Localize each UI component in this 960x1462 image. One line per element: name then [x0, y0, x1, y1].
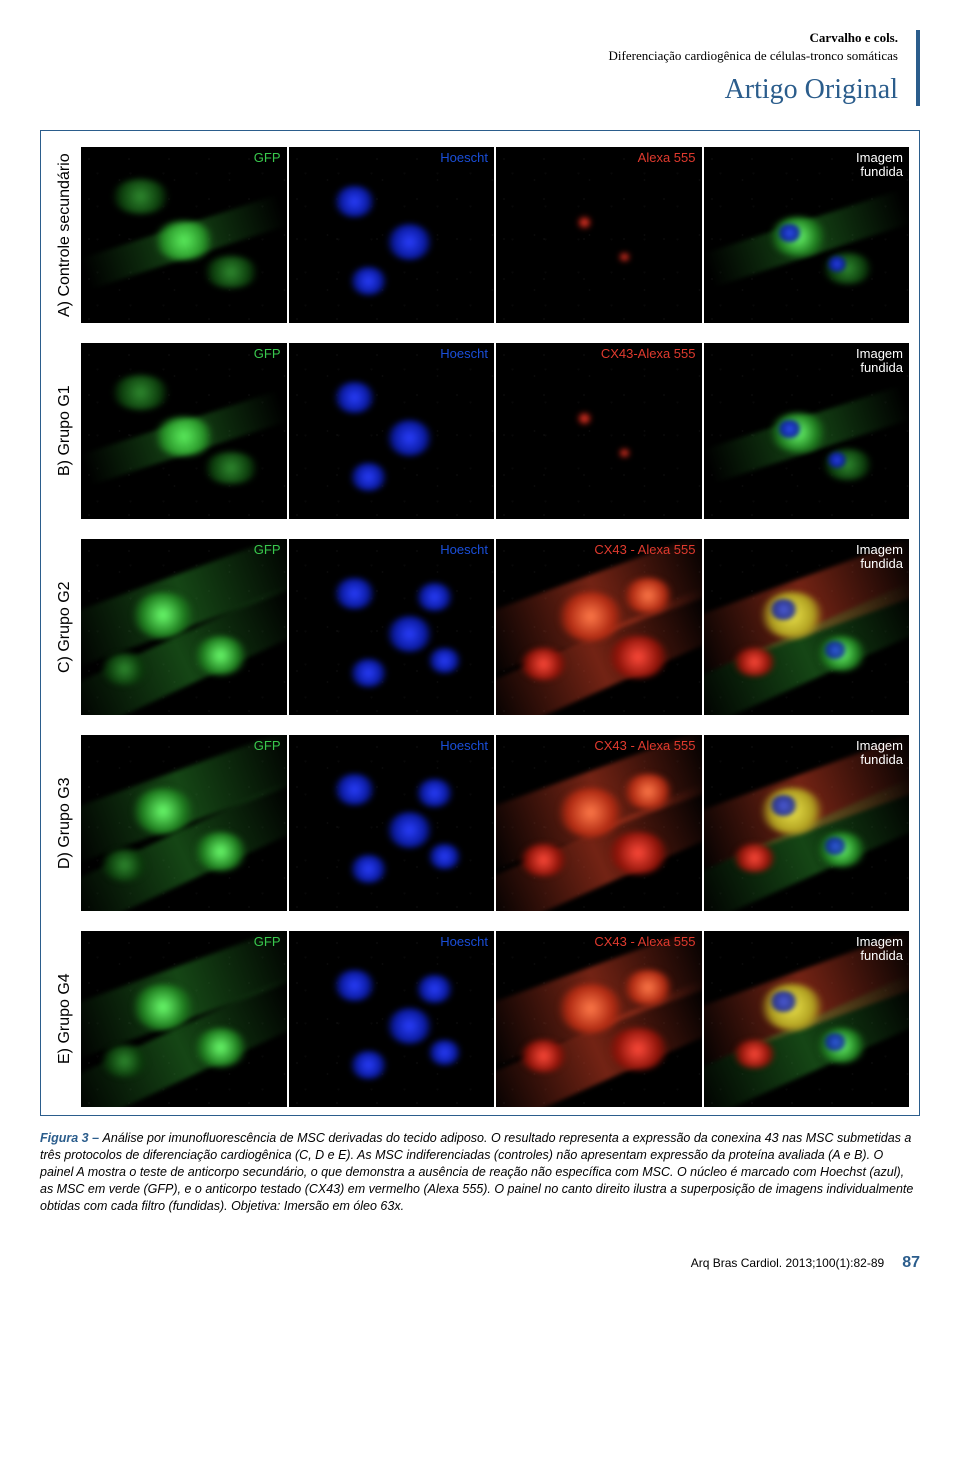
panel-channel-label: GFP [254, 543, 281, 557]
row-label: C) Grupo G2 [51, 539, 79, 715]
panel-channel-label: Imagem fundida [856, 935, 903, 964]
row-label: E) Grupo G4 [51, 931, 79, 1107]
panel-channel-label: Hoescht [440, 347, 488, 361]
row-label: D) Grupo G3 [51, 735, 79, 911]
microscopy-panel: CX43 - Alexa 555 [496, 931, 702, 1107]
article-header: Carvalho e cols. Diferenciação cardiogên… [40, 30, 920, 106]
panel-channel-label: Hoescht [440, 935, 488, 949]
header-authors: Carvalho e cols. [40, 30, 898, 46]
panel-channel-label: Alexa 555 [638, 151, 696, 165]
microscopy-panel: Hoescht [289, 931, 495, 1107]
caption-lead: Figura 3 – [40, 1131, 103, 1145]
panel-channel-label: CX43 - Alexa 555 [594, 739, 695, 753]
row-label: A) Controle secundário [51, 147, 79, 323]
panel-channel-label: Imagem fundida [856, 739, 903, 768]
microscopy-panel: GFP [81, 147, 287, 323]
figure-frame: A) Controle secundário GFP Hoescht Alexa 55… [40, 130, 920, 1116]
figure-row: A) Controle secundário GFP Hoescht Alexa 55… [51, 147, 909, 323]
panel-channel-label: CX43 - Alexa 555 [594, 543, 695, 557]
panel-channel-label: Hoescht [440, 739, 488, 753]
figure-row: C) Grupo G2 GFP Hoescht CX43 - Alexa 555 Ima… [51, 539, 909, 715]
panel-channel-label: GFP [254, 151, 281, 165]
microscopy-panel: Imagem fundida [704, 343, 910, 519]
figure-caption: Figura 3 – Análise por imunofluorescênci… [40, 1130, 920, 1214]
microscopy-panel: Imagem fundida [704, 539, 910, 715]
microscopy-panel: GFP [81, 539, 287, 715]
panel-channel-label: Hoescht [440, 151, 488, 165]
page-footer: Arq Bras Cardiol. 2013;100(1):82-89 87 [40, 1254, 920, 1272]
figure-grid: A) Controle secundário GFP Hoescht Alexa 55… [51, 147, 909, 1107]
panel-channel-label: CX43-Alexa 555 [601, 347, 696, 361]
panel-channel-label: Hoescht [440, 543, 488, 557]
microscopy-panel: CX43 - Alexa 555 [496, 735, 702, 911]
panel-channel-label: Imagem fundida [856, 543, 903, 572]
microscopy-panel: GFP [81, 735, 287, 911]
microscopy-panel: Alexa 555 [496, 147, 702, 323]
figure-row: E) Grupo G4 GFP Hoescht CX43 - Alexa 555 Ima… [51, 931, 909, 1107]
figure-row: D) Grupo G3 GFP Hoescht CX43 - Alexa 555 Ima… [51, 735, 909, 911]
footer-pageno: 87 [902, 1254, 920, 1272]
panel-channel-label: CX43 - Alexa 555 [594, 935, 695, 949]
panel-channel-label: Imagem fundida [856, 151, 903, 180]
caption-body: Análise por imunofluorescência de MSC de… [40, 1131, 913, 1213]
microscopy-panel: Imagem fundida [704, 147, 910, 323]
microscopy-panel: CX43 - Alexa 555 [496, 539, 702, 715]
microscopy-panel: CX43-Alexa 555 [496, 343, 702, 519]
microscopy-panel: Imagem fundida [704, 931, 910, 1107]
figure-row: B) Grupo G1 GFP Hoescht CX43-Alexa 555 Image… [51, 343, 909, 519]
panel-channel-label: Imagem fundida [856, 347, 903, 376]
panel-channel-label: GFP [254, 739, 281, 753]
row-label: B) Grupo G1 [51, 343, 79, 519]
panel-channel-label: GFP [254, 935, 281, 949]
microscopy-panel: Hoescht [289, 735, 495, 911]
microscopy-panel: Imagem fundida [704, 735, 910, 911]
panel-channel-label: GFP [254, 347, 281, 361]
microscopy-panel: Hoescht [289, 343, 495, 519]
microscopy-panel: Hoescht [289, 539, 495, 715]
microscopy-panel: GFP [81, 931, 287, 1107]
microscopy-panel: GFP [81, 343, 287, 519]
header-section-type: Artigo Original [40, 74, 898, 106]
header-subtitle: Diferenciação cardiogênica de células-tr… [40, 48, 898, 64]
footer-citation: Arq Bras Cardiol. 2013;100(1):82-89 [691, 1256, 884, 1270]
microscopy-panel: Hoescht [289, 147, 495, 323]
